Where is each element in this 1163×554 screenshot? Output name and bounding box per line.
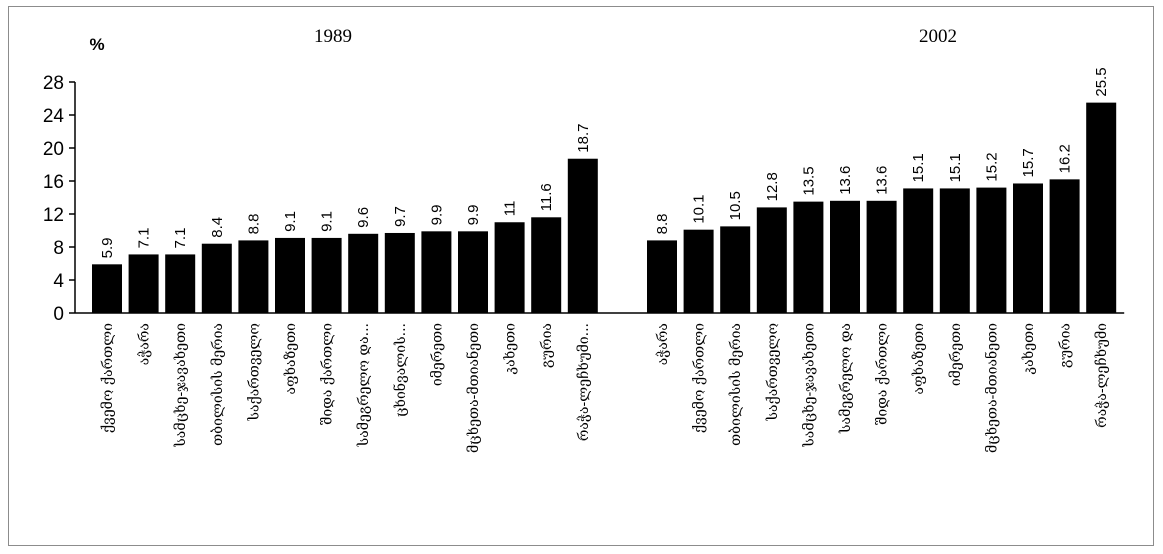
bar bbox=[238, 240, 269, 313]
data-label: 9.6 bbox=[355, 207, 372, 228]
data-label: 9.1 bbox=[319, 211, 336, 232]
data-label: 16.2 bbox=[1057, 144, 1074, 173]
category-label: კახეთი bbox=[1020, 323, 1037, 375]
data-label: 7.1 bbox=[172, 228, 189, 249]
category-label: იმერეთი bbox=[428, 323, 445, 386]
bar bbox=[531, 217, 562, 313]
y-axis-unit: % bbox=[89, 35, 104, 54]
bar bbox=[201, 243, 232, 313]
bar bbox=[311, 237, 342, 313]
data-label: 9.9 bbox=[465, 204, 482, 225]
bar bbox=[494, 222, 525, 313]
bar bbox=[793, 201, 824, 313]
data-label: 8.4 bbox=[209, 217, 226, 238]
data-label: 13.5 bbox=[800, 166, 817, 195]
category-label: ცხინვალის... bbox=[391, 323, 409, 417]
bar bbox=[720, 226, 751, 313]
category-label: ქვემო ქართლი bbox=[691, 323, 708, 433]
data-label: 10.1 bbox=[691, 194, 708, 223]
bar bbox=[683, 229, 714, 313]
category-label: მცხეთა-მთიანეთი bbox=[982, 323, 1000, 453]
category-label: ქვემო ქართლი bbox=[99, 323, 116, 433]
data-label: 12.8 bbox=[764, 172, 781, 201]
data-label: 11 bbox=[502, 201, 519, 217]
category-label: სამეგრელო და... bbox=[355, 323, 372, 447]
data-label: 9.9 bbox=[428, 204, 445, 225]
bar bbox=[1086, 102, 1117, 313]
y-tick-label: 0 bbox=[53, 304, 64, 325]
bar bbox=[348, 233, 379, 313]
category-label: სამეგრელო და bbox=[837, 323, 854, 434]
category-label: სამცხე-ჯავახეთი bbox=[172, 323, 189, 448]
category-label: საქართველო bbox=[764, 323, 781, 422]
category-label: თბილისის მერია bbox=[727, 323, 744, 446]
bar bbox=[275, 237, 305, 313]
bar bbox=[384, 232, 415, 313]
category-label: შიდა ქართლი bbox=[319, 323, 336, 425]
category-label: რაჭა-ლეჩხუმი bbox=[1093, 323, 1110, 428]
category-label: აჭარა bbox=[136, 323, 153, 365]
data-label: 11.6 bbox=[538, 183, 555, 211]
category-label: მცხეთა-მთიანეთი bbox=[464, 323, 482, 453]
y-tick-label: 16 bbox=[43, 172, 64, 193]
data-label: 25.5 bbox=[1093, 67, 1110, 96]
category-label: საქართველო bbox=[245, 323, 262, 422]
category-label: სამცხე-ჯავახეთი bbox=[800, 323, 817, 448]
data-label: 15.7 bbox=[1020, 148, 1037, 177]
data-label: 5.9 bbox=[99, 237, 116, 258]
bar bbox=[458, 231, 488, 313]
category-label: აფხაზეთი bbox=[910, 323, 927, 395]
bar bbox=[128, 254, 159, 313]
y-tick-label: 24 bbox=[43, 106, 65, 127]
category-label: კახეთი bbox=[502, 323, 519, 375]
category-label: აჭარა bbox=[654, 323, 671, 365]
category-label: შიდა ქართლი bbox=[874, 323, 891, 425]
y-tick-label: 28 bbox=[43, 73, 64, 94]
category-label: გურია bbox=[1057, 323, 1074, 368]
data-label: 8.8 bbox=[245, 214, 262, 235]
bar bbox=[165, 254, 196, 313]
bar bbox=[939, 188, 970, 313]
category-label: აფხაზეთი bbox=[282, 323, 299, 395]
data-label: 7.1 bbox=[136, 228, 153, 249]
y-tick-label: 4 bbox=[53, 271, 64, 292]
bar bbox=[421, 231, 452, 313]
data-label: 15.1 bbox=[910, 153, 927, 182]
category-label: თბილისის მერია bbox=[209, 323, 226, 446]
bar bbox=[866, 200, 897, 313]
bar bbox=[92, 264, 122, 313]
data-label: 13.6 bbox=[837, 166, 854, 195]
data-label: 18.7 bbox=[575, 124, 592, 153]
data-label: 9.1 bbox=[282, 211, 299, 232]
bar bbox=[830, 200, 860, 313]
bar bbox=[647, 240, 677, 313]
y-tick-label: 20 bbox=[43, 139, 64, 160]
data-label: 9.7 bbox=[392, 206, 409, 227]
data-label: 10.5 bbox=[727, 191, 744, 220]
data-label: 8.8 bbox=[654, 214, 671, 235]
category-label: რაჭა-ლეჩხუმი... bbox=[575, 323, 592, 441]
category-label: გურია bbox=[538, 323, 555, 368]
panel-title: 1989 bbox=[314, 26, 352, 47]
y-tick-label: 12 bbox=[43, 205, 64, 226]
bar bbox=[903, 188, 934, 313]
bar bbox=[1013, 183, 1043, 313]
panel-title: 2002 bbox=[919, 26, 957, 47]
data-label: 13.6 bbox=[874, 166, 891, 195]
category-label: იმერეთი bbox=[947, 323, 964, 386]
y-tick-label: 8 bbox=[53, 238, 64, 259]
bar bbox=[567, 158, 598, 313]
bar bbox=[756, 207, 787, 313]
bar bbox=[976, 187, 1007, 313]
data-label: 15.2 bbox=[983, 152, 1000, 181]
data-label: 15.1 bbox=[947, 153, 964, 182]
bar bbox=[1049, 179, 1080, 313]
